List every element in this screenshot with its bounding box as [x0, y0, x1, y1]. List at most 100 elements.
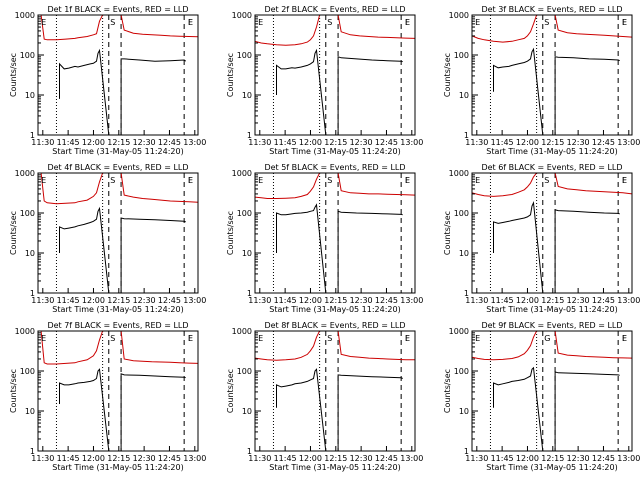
- event-letter-label: F: [405, 334, 410, 343]
- series-line-lld: [471, 330, 633, 361]
- event-letter-label: E: [622, 334, 627, 343]
- x-tick-label: 12:45: [592, 454, 615, 463]
- y-tick-label: 100: [237, 367, 252, 376]
- series-line-events: [59, 368, 186, 452]
- x-tick-label: 11:30: [31, 138, 54, 147]
- chart-title: Det 8f BLACK = Events, RED = LLD: [264, 321, 405, 330]
- event-letter-label: E: [405, 176, 410, 185]
- x-tick-label: 12:30: [350, 138, 373, 147]
- plot-frame: [254, 330, 416, 452]
- y-tick-label: 100: [237, 209, 252, 218]
- x-tick-label: 12:00: [516, 138, 539, 147]
- chart-panel-8: Det 8f BLACK = Events, RED = LLD 1 10 100 10…: [226, 321, 423, 472]
- event-letter-label: E: [258, 176, 263, 185]
- x-tick-label: 12:30: [567, 138, 590, 147]
- x-tick-label: 12:45: [375, 138, 398, 147]
- x-tick-label: 12:30: [350, 454, 373, 463]
- x-axis-label: Start Time (31-May-05 11:24:20): [486, 463, 617, 472]
- series-line-events: [59, 48, 187, 136]
- chart-title: Det 3f BLACK = Events, RED = LLD: [481, 5, 622, 14]
- x-tick-label: 12:45: [592, 296, 615, 305]
- event-letter-label: F: [622, 334, 627, 343]
- x-tick-label: 12:00: [516, 454, 539, 463]
- event-letter-label: S: [327, 18, 332, 27]
- x-axis-label: Start Time (31-May-05 11:24:20): [486, 305, 617, 314]
- x-tick-label: 11:30: [465, 454, 488, 463]
- event-letter-label: S: [110, 176, 115, 185]
- x-tick-label: 12:00: [516, 296, 539, 305]
- y-tick-label: 1000: [449, 169, 469, 178]
- chart-title: Det 1f BLACK = Events, RED = LLD: [47, 5, 188, 14]
- series-line-lld: [471, 14, 633, 43]
- y-tick-label: 1: [30, 289, 35, 298]
- x-tick-label: 12:30: [133, 296, 156, 305]
- x-tick-label: 12:30: [567, 296, 590, 305]
- y-axis-label: Counts/sec: [9, 211, 18, 255]
- series-line-lld: [38, 14, 199, 41]
- y-tick-label: 100: [20, 209, 35, 218]
- chart-title: Det 7f BLACK = Events, RED = LLD: [47, 321, 188, 330]
- y-tick-label: 10: [25, 249, 35, 258]
- series-line-events: [276, 48, 403, 136]
- y-tick-label: 1000: [449, 327, 469, 336]
- y-tick-label: 10: [242, 407, 252, 416]
- y-tick-label: 10: [25, 407, 35, 416]
- series-line-lld: [254, 14, 416, 46]
- series-line-events: [59, 206, 186, 294]
- x-axis-label: Start Time (31-May-05 11:24:20): [52, 463, 183, 472]
- series-line-events: [276, 203, 403, 294]
- x-tick-label: 12:30: [350, 296, 373, 305]
- x-tick-label: 12:15: [324, 296, 347, 305]
- plot-frame: [471, 14, 633, 136]
- x-tick-label: 13:00: [183, 296, 206, 305]
- x-axis-label: Start Time (31-May-05 11:24:20): [269, 305, 400, 314]
- event-letter-label: S: [544, 18, 549, 27]
- y-tick-label: 100: [20, 367, 35, 376]
- x-tick-label: 12:00: [82, 138, 105, 147]
- y-axis-label: Counts/sec: [443, 211, 452, 255]
- chart-title: Det 2f BLACK = Events, RED = LLD: [264, 5, 405, 14]
- series-line-events: [493, 200, 620, 294]
- x-tick-label: 12:45: [158, 138, 181, 147]
- chart-title: Det 5f BLACK = Events, RED = LLD: [264, 163, 405, 172]
- y-tick-label: 10: [459, 249, 469, 258]
- y-tick-label: 100: [237, 51, 252, 60]
- chart-panel-2: Det 2f BLACK = Events, RED = LLD 1 10 100 10…: [226, 5, 423, 156]
- event-letter-label: E: [622, 18, 627, 27]
- x-tick-label: 12:30: [567, 454, 590, 463]
- y-tick-label: 1: [464, 447, 469, 456]
- chart-panel-5: Det 5f BLACK = Events, RED = LLD 1 10 100 10…: [226, 163, 423, 314]
- x-tick-label: 13:00: [400, 296, 423, 305]
- x-tick-label: 12:30: [133, 138, 156, 147]
- x-tick-label: 12:15: [541, 454, 564, 463]
- x-tick-label: 11:30: [248, 138, 271, 147]
- x-tick-label: 13:00: [400, 454, 423, 463]
- chart-panel-9: Det 9f BLACK = Events, RED = LLD 1 10 100 10…: [443, 321, 640, 472]
- x-tick-label: 11:45: [491, 296, 514, 305]
- event-letter-label: E: [405, 18, 410, 27]
- y-tick-label: 1: [30, 131, 35, 140]
- y-tick-label: 100: [454, 51, 469, 60]
- y-tick-label: 100: [20, 51, 35, 60]
- x-tick-label: 12:45: [375, 454, 398, 463]
- event-letter-label: S: [327, 334, 332, 343]
- x-tick-label: 12:30: [133, 454, 156, 463]
- chart-panel-1: Det 1f BLACK = Events, RED = LLD 1 10 100 10…: [9, 5, 206, 156]
- event-letter-label: E: [622, 176, 627, 185]
- x-tick-label: 11:30: [31, 454, 54, 463]
- x-tick-label: 13:00: [617, 454, 640, 463]
- x-tick-label: 11:45: [274, 138, 297, 147]
- series-line-events: [493, 366, 620, 452]
- x-tick-label: 11:45: [57, 454, 80, 463]
- x-axis-label: Start Time (31-May-05 11:24:20): [52, 305, 183, 314]
- y-axis-label: Counts/sec: [9, 369, 18, 413]
- y-tick-label: 100: [454, 367, 469, 376]
- x-tick-label: 12:00: [299, 138, 322, 147]
- x-tick-label: 11:30: [465, 296, 488, 305]
- event-letter-label: E: [188, 18, 193, 27]
- x-tick-label: 12:45: [375, 296, 398, 305]
- series-line-lld: [254, 330, 416, 361]
- event-letter-label: E: [475, 176, 480, 185]
- chart-panel-6: Det 6f BLACK = Events, RED = LLD 1 10 100 10…: [443, 163, 640, 314]
